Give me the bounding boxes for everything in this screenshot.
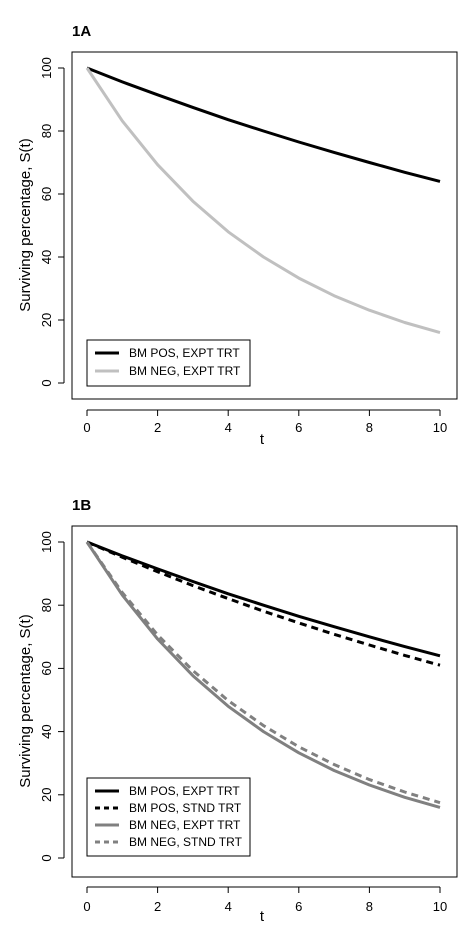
chart-panel-1b: 1B 0 2 4 6 8 10 0 20 40 60 80 100 t Surviving perc… [17,497,458,925]
panel-label: 1A [72,23,91,40]
series-layer [85,540,441,809]
y-axis: 0 20 40 60 80 100 [39,57,65,387]
plot-area-border [71,51,458,400]
series-line [86,540,441,658]
x-tick-label: 10 [433,420,447,435]
chart-panel-1a: 1A 0 2 4 6 8 10 0 20 40 60 80 100 t Surviving perc… [17,23,458,448]
y-axis-title: Surviving percentage, S(t) [17,138,34,311]
x-tick-label: 0 [83,420,90,435]
series-line [85,541,441,809]
x-axis: 0 2 4 6 8 10 [83,886,447,914]
x-tick-label: 6 [295,420,302,435]
y-tick-label: 60 [39,187,54,201]
y-axis-title: Surviving percentage, S(t) [17,614,34,787]
y-tick-label: 60 [39,661,54,675]
x-axis-title: t [260,431,265,448]
x-tick-label: 4 [225,899,232,914]
y-tick-label: 40 [39,724,54,738]
series-layer [85,66,441,335]
legend-label: BM NEG, EXPT TRT [129,818,241,832]
legend: BM POS, EXPT TRT BM NEG, EXPT TRT [86,339,251,387]
series-line [85,67,441,335]
x-axis: 0 2 4 6 8 10 [83,409,447,435]
x-tick-label: 0 [83,899,90,914]
legend-label: BM NEG, EXPT TRT [129,364,241,378]
y-tick-label: 20 [39,788,54,802]
y-tick-label: 20 [39,313,54,327]
legend-label: BM POS, STND TRT [129,801,242,815]
legend-label: BM POS, EXPT TRT [129,346,240,360]
y-tick-label: 100 [39,57,54,79]
y-axis: 0 20 40 60 80 100 [39,531,65,862]
x-tick-label: 6 [295,899,302,914]
legend-label: BM NEG, STND TRT [129,835,243,849]
legend-label: BM POS, EXPT TRT [129,784,240,798]
series-line [86,540,441,667]
x-axis-title: t [260,908,265,925]
y-tick-label: 40 [39,250,54,264]
y-tick-label: 0 [39,854,54,861]
plot-area-border [71,525,458,878]
x-tick-label: 10 [433,899,447,914]
y-tick-label: 80 [39,124,54,138]
y-tick-label: 0 [39,379,54,386]
x-tick-label: 8 [366,899,373,914]
legend-box [86,339,251,387]
x-tick-label: 8 [366,420,373,435]
series-line [85,541,441,805]
series-line [86,66,441,183]
x-tick-label: 2 [154,899,161,914]
y-tick-label: 100 [39,531,54,553]
panel-label: 1B [72,497,91,514]
x-tick-label: 4 [225,420,232,435]
y-tick-label: 80 [39,598,54,612]
x-tick-label: 2 [154,420,161,435]
legend: BM POS, EXPT TRT BM POS, STND TRT BM NEG, … [86,777,251,857]
